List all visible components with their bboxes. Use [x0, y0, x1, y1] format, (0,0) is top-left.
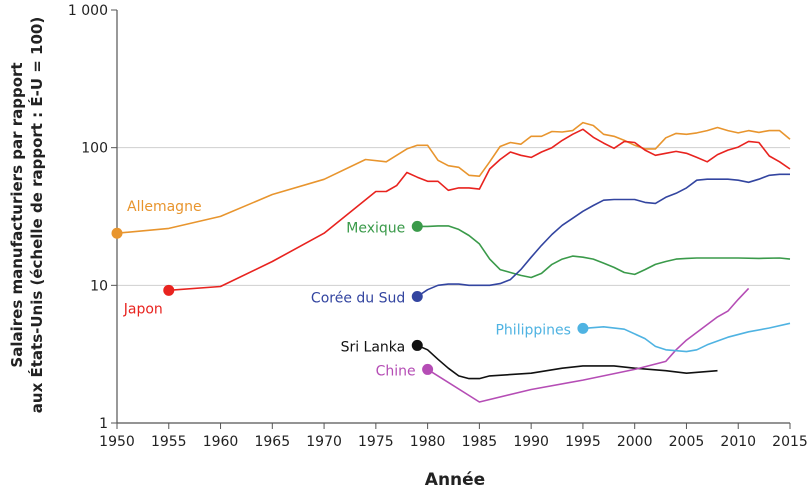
series-label-allemagne: Allemagne — [127, 199, 202, 215]
x-tick-label: 1990 — [513, 434, 549, 450]
series-lines — [111, 121, 791, 403]
x-tick-label: 1955 — [151, 434, 187, 450]
series-line-sri-lanka — [416, 344, 718, 380]
x-tick-label: 1970 — [306, 434, 342, 450]
series-start-marker-chine — [422, 363, 434, 375]
series-label-sri-lanka: Sri Lanka — [341, 339, 406, 355]
series-line-philippines — [582, 322, 791, 353]
x-tick-label: 1995 — [565, 434, 601, 450]
x-tick-label: 1980 — [410, 434, 446, 450]
x-tick-label: 1985 — [462, 434, 498, 450]
series-line-japon — [168, 128, 791, 292]
series-line-allemagne — [116, 121, 791, 234]
series-label-japon: Japon — [123, 301, 163, 317]
x-tick-label: 2000 — [617, 434, 653, 450]
series-label-chine: Chine — [376, 363, 416, 379]
series-labels: Allemagne Japon Mexique Corée du Sud Sri Lan… — [123, 199, 571, 379]
series-label-coree-du-sud: Corée du Sud — [311, 290, 405, 306]
axes: 1 10 100 1 000 1950 1955 1960 1965 1970 1975 1980 1… — [68, 3, 808, 450]
x-axis-label: Année — [425, 470, 485, 490]
series-start-marker-mexique — [411, 220, 423, 232]
y-tick-label: 1 000 — [68, 3, 108, 19]
x-tick-label: 2015 — [772, 434, 808, 450]
series-line-mexique — [417, 225, 791, 279]
y-tick-label: 1 — [99, 416, 108, 432]
x-tick-label: 1965 — [254, 434, 290, 450]
x-tick-label: 1975 — [358, 434, 394, 450]
series-line-coree-du-sud — [416, 173, 790, 298]
series-start-marker-allemagne — [111, 227, 123, 239]
y-axis-label-line-1: Salaires manufacturiers par rapport — [8, 62, 26, 367]
x-tick-label: 1950 — [99, 434, 135, 450]
series-label-philippines: Philippines — [495, 322, 570, 338]
x-tick-label: 2010 — [720, 434, 756, 450]
y-tick-label: 10 — [90, 278, 108, 294]
gridlines — [117, 147, 790, 286]
series-start-marker-japon — [163, 284, 175, 296]
series-start-marker-coree-du-sud — [411, 290, 423, 302]
y-axis-label-line-2: aux États-Unis (échelle de rapport : É-U… — [27, 17, 46, 413]
series-start-marker-philippines — [577, 322, 589, 334]
y-tick-label: 100 — [81, 141, 108, 157]
series-start-marker-sri-lanka — [411, 339, 423, 351]
x-tick-label: 2005 — [669, 434, 705, 450]
x-tick-label: 1960 — [203, 434, 239, 450]
series-line-chine — [427, 287, 750, 403]
series-label-mexique: Mexique — [346, 220, 405, 236]
